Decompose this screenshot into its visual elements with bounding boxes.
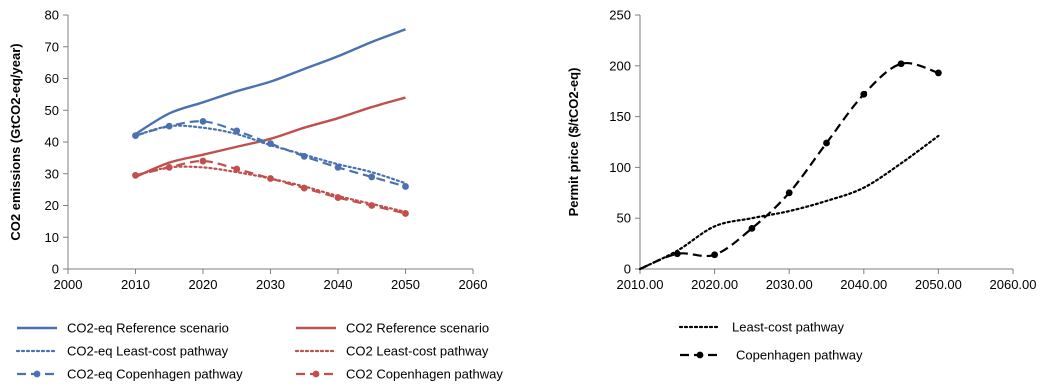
series-line-co2-reference-scenario xyxy=(135,96,406,179)
legend-item-least-cost-pathway: Least-cost pathway xyxy=(678,320,845,335)
data-point-co2-eq-copenhagen-pathway xyxy=(132,132,139,140)
x-tick-label: 2050.00 xyxy=(915,277,962,292)
legend-item-co2-eq-copenhagen-pathway: CO2-eq Copenhagen pathway xyxy=(17,367,243,382)
data-point-co2-copenhagen-pathway xyxy=(300,184,308,192)
data-point-co2-copenhagen-pathway xyxy=(368,202,376,209)
data-point-co2-eq-copenhagen-pathway xyxy=(165,122,173,130)
legend-label: CO2 Reference scenario xyxy=(346,321,489,336)
data-point-copenhagen-pathway xyxy=(748,224,756,232)
x-tick-label: 2030.00 xyxy=(766,277,813,292)
y-axis-label: Permit price ($/tCO2-eq) xyxy=(566,68,581,217)
series-line-copenhagen-pathway xyxy=(639,61,939,271)
legend-label: Least-cost pathway xyxy=(732,320,845,335)
series-line-co2-eq-reference-scenario xyxy=(134,28,406,136)
data-point-co2-copenhagen-pathway xyxy=(199,157,207,165)
data-point-co2-copenhagen-pathway xyxy=(132,171,139,179)
emissions-legend: CO2-eq Reference scenario CO2 Reference s… xyxy=(15,321,503,382)
y-tick-label: 40 xyxy=(45,135,59,150)
x-tick-label: 2050 xyxy=(391,277,420,292)
permit-price-chart: 0 50 100 150 200 250 2010.00 2020.00 2030.00 2040… xyxy=(566,8,1037,293)
legend-label: CO2-eq Least-cost pathway xyxy=(67,344,229,359)
legend-item-co2-eq-reference-scenario: CO2-eq Reference scenario xyxy=(17,321,229,336)
data-point-copenhagen-pathway xyxy=(785,189,793,197)
legend-marker xyxy=(312,370,320,378)
x-tick-label: 2010 xyxy=(121,277,150,292)
x-tick-label: 2020 xyxy=(189,277,218,292)
y-tick-label: 150 xyxy=(609,109,631,124)
y-tick-label: 70 xyxy=(45,39,59,54)
y-tick-label: 0 xyxy=(624,262,631,277)
y-tick-label: 80 xyxy=(45,8,59,23)
data-point-co2-copenhagen-pathway xyxy=(402,210,409,217)
data-point-co2-copenhagen-pathway xyxy=(267,175,274,182)
legend-marker xyxy=(696,351,704,359)
data-point-co2-eq-copenhagen-pathway xyxy=(402,183,409,190)
series-line-least-cost-pathway xyxy=(638,134,940,271)
y-axis-label: CO2 emissions (GtCO2-eq/year) xyxy=(8,43,23,240)
legend-label: CO2-eq Copenhagen pathway xyxy=(67,367,243,382)
y-tick-label: 100 xyxy=(609,160,631,175)
y-tick-label: 60 xyxy=(45,71,59,86)
x-tick-label: 2040.00 xyxy=(840,277,887,292)
y-tick-label: 200 xyxy=(609,58,631,73)
y-tick-label: 0 xyxy=(52,262,59,277)
legend-marker xyxy=(33,370,41,378)
data-point-co2-eq-copenhagen-pathway xyxy=(334,164,342,171)
legend-item-co2-eq-least-cost-pathway: CO2-eq Least-cost pathway xyxy=(15,344,229,359)
data-point-co2-eq-copenhagen-pathway xyxy=(300,152,308,160)
y-tick-label: 250 xyxy=(609,8,631,23)
data-point-copenhagen-pathway xyxy=(897,60,905,68)
legend-item-co2-copenhagen-pathway: CO2 Copenhagen pathway xyxy=(296,367,503,382)
series-line-co2-least-cost-pathway xyxy=(134,165,407,213)
x-tick-label: 2040 xyxy=(324,277,353,292)
legend-item-copenhagen-pathway: Copenhagen pathway xyxy=(680,348,863,363)
legend-item-co2-least-cost-pathway: CO2 Least-cost pathway xyxy=(294,344,489,359)
data-point-co2-eq-copenhagen-pathway xyxy=(199,117,207,125)
series-line-co2-eq-least-cost-pathway xyxy=(134,124,407,185)
x-tick-label: 2060.00 xyxy=(990,277,1037,292)
data-point-co2-copenhagen-pathway xyxy=(165,164,173,171)
permit-price-legend: Least-cost pathway Copenhagen pathway xyxy=(678,320,863,363)
data-point-copenhagen-pathway xyxy=(823,139,830,147)
data-point-co2-copenhagen-pathway xyxy=(233,165,241,173)
x-tick-label: 2010.00 xyxy=(617,277,664,292)
legend-label: CO2 Least-cost pathway xyxy=(346,344,489,359)
legend-item-co2-reference-scenario: CO2 Reference scenario xyxy=(296,321,489,336)
legend-label: CO2-eq Reference scenario xyxy=(67,321,229,336)
data-point-co2-eq-copenhagen-pathway xyxy=(233,127,241,135)
x-tick-label: 2030 xyxy=(256,277,285,292)
data-point-copenhagen-pathway xyxy=(935,69,942,77)
data-point-co2-copenhagen-pathway xyxy=(334,194,342,201)
series-line-co2-copenhagen-pathway xyxy=(135,159,406,215)
x-tick-label: 2000 xyxy=(54,277,83,292)
data-point-copenhagen-pathway xyxy=(711,251,718,259)
data-point-co2-eq-copenhagen-pathway xyxy=(267,140,274,147)
data-point-co2-eq-copenhagen-pathway xyxy=(368,173,376,181)
y-tick-label: 50 xyxy=(45,103,59,118)
y-tick-label: 30 xyxy=(45,166,59,181)
y-tick-label: 10 xyxy=(45,230,59,245)
x-tick-label: 2060 xyxy=(459,277,488,292)
data-point-copenhagen-pathway xyxy=(860,90,868,98)
y-tick-label: 20 xyxy=(45,198,59,213)
data-point-copenhagen-pathway xyxy=(673,250,681,258)
legend-label: Copenhagen pathway xyxy=(736,348,863,363)
y-tick-label: 50 xyxy=(617,211,631,226)
x-tick-label: 2020.00 xyxy=(691,277,738,292)
legend-label: CO2 Copenhagen pathway xyxy=(346,367,503,382)
